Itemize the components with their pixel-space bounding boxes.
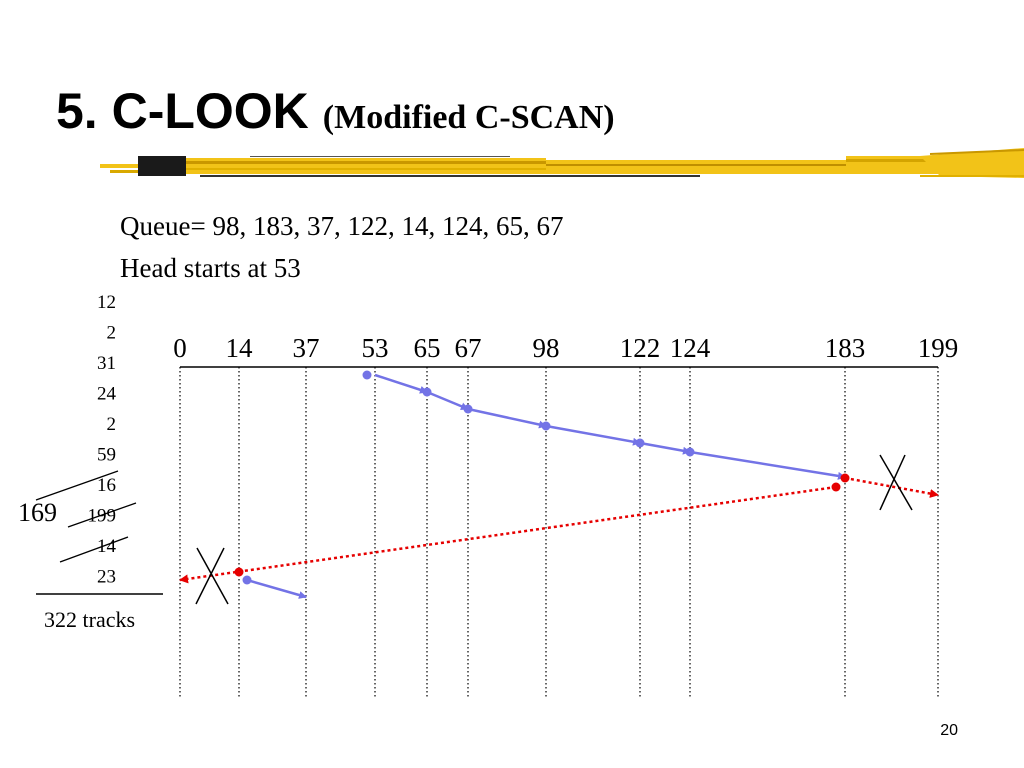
service-move: [639, 441, 691, 455]
strike-line: [35, 470, 119, 501]
movement-value: 14: [97, 536, 117, 557]
title-underline-brush: [100, 148, 1024, 178]
track-label: 0: [173, 333, 187, 363]
track-label: 14: [226, 333, 254, 363]
track-label: 199: [918, 333, 959, 363]
cross-out-mark: [196, 547, 229, 605]
cross-out-mark: [195, 547, 225, 605]
movement-value: 24: [97, 384, 117, 405]
replacement-value: 169: [18, 498, 57, 527]
title-subtitle: (Modified C-SCAN): [322, 99, 615, 136]
queue-text: Queue= 98, 183, 37, 122, 14, 124, 65, 67: [120, 211, 564, 241]
track-label: 67: [455, 333, 482, 363]
service-move: [545, 424, 641, 446]
track-label: 65: [414, 333, 441, 363]
service-point: [541, 421, 551, 431]
service-move: [689, 450, 846, 480]
movement-value: 199: [88, 506, 117, 527]
track-label: 124: [670, 333, 711, 363]
track-label: 37: [293, 333, 320, 363]
cross-out-mark: [879, 454, 913, 511]
track-label: 122: [620, 333, 661, 363]
track-label: 98: [533, 333, 560, 363]
slide-title: 5. C-LOOK (Modified C-SCAN): [56, 82, 615, 140]
strike-line: [59, 536, 129, 563]
movement-value: 16: [97, 475, 116, 496]
movement-value: 12: [97, 292, 116, 313]
return-jump: [179, 485, 837, 584]
track-label: 183: [825, 333, 866, 363]
service-point: [422, 387, 432, 397]
movement-value: 59: [97, 445, 116, 466]
service-move: [467, 407, 547, 429]
service-point: [463, 404, 473, 414]
head-start-text: Head starts at 53: [120, 253, 301, 283]
return-end-point: [234, 567, 244, 577]
cross-out-mark: [879, 454, 906, 511]
service-move: [374, 373, 428, 394]
service-point: [635, 438, 645, 448]
service-move: [426, 390, 469, 411]
cancelled-sweep-to-end: [844, 476, 939, 498]
title-main: 5. C-LOOK: [56, 83, 309, 139]
service-point: [685, 447, 695, 457]
movement-value: 31: [97, 353, 116, 374]
total-tracks: 322 tracks: [44, 607, 135, 632]
movement-value: 2: [107, 323, 117, 344]
movement-value: 2: [107, 414, 117, 435]
slide-number: 20: [940, 722, 958, 739]
service-move: [246, 578, 307, 599]
track-label: 53: [362, 333, 389, 363]
movement-value: 23: [97, 567, 116, 588]
strike-line: [67, 502, 137, 528]
service-point: [362, 370, 372, 380]
